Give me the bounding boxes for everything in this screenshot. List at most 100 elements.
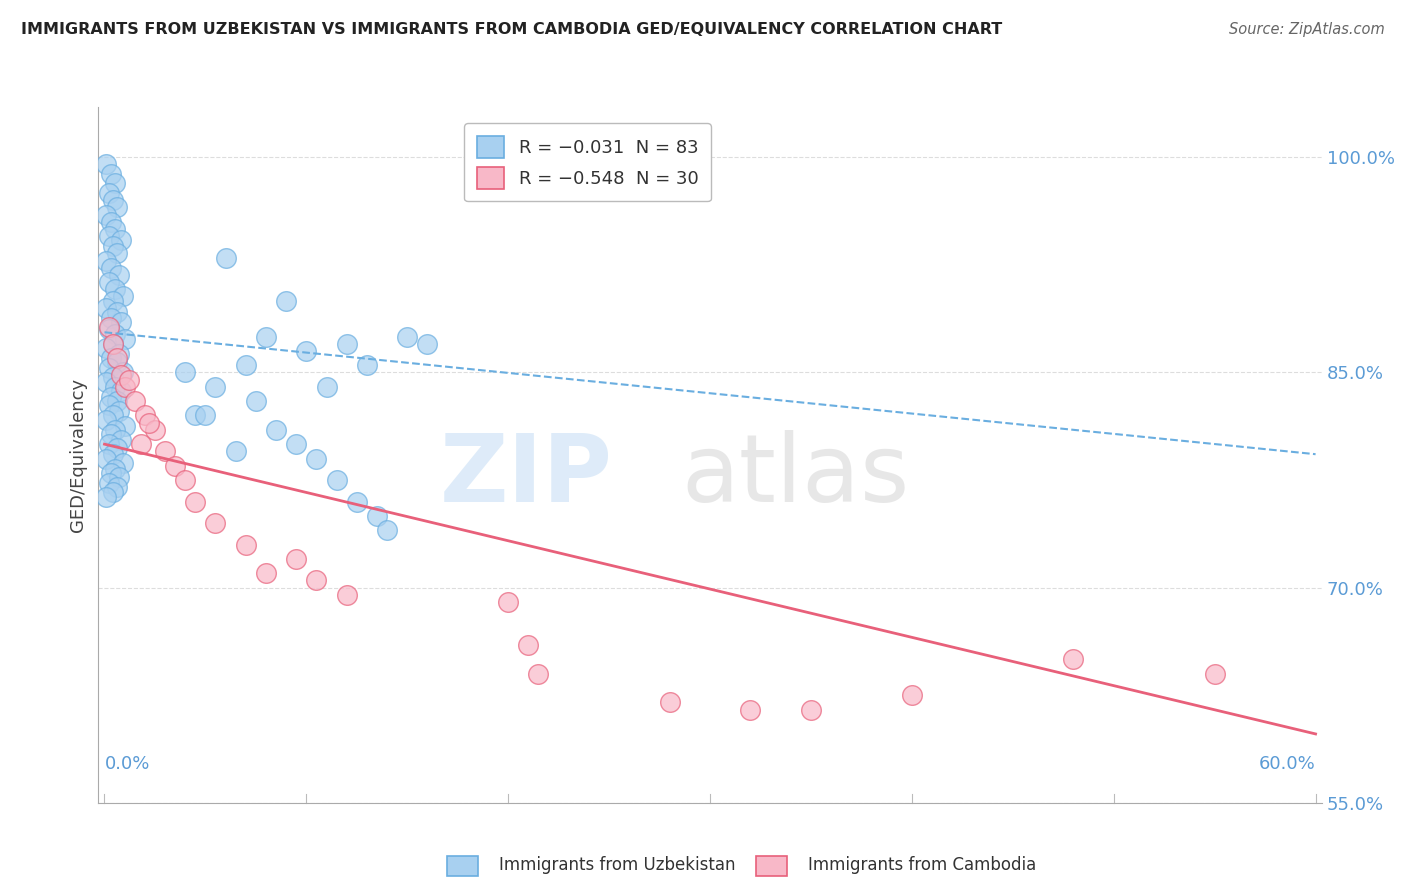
- Point: [96, 490, 118, 504]
- Point: [101, 293, 124, 308]
- Y-axis label: GED/Equivalency: GED/Equivalency: [69, 378, 87, 532]
- Point: [97, 275, 120, 289]
- Text: 0.0%: 0.0%: [104, 756, 150, 773]
- Text: Source: ZipAtlas.com: Source: ZipAtlas.com: [1229, 22, 1385, 37]
- Point: [107, 404, 129, 418]
- Point: [103, 380, 125, 394]
- Point: [165, 458, 187, 473]
- Point: [97, 186, 120, 200]
- Point: [129, 437, 152, 451]
- Point: [107, 347, 129, 361]
- Point: [97, 399, 120, 413]
- Text: IMMIGRANTS FROM UZBEKISTAN VS IMMIGRANTS FROM CAMBODIA GED/EQUIVALENCY CORRELATI: IMMIGRANTS FROM UZBEKISTAN VS IMMIGRANTS…: [21, 22, 1002, 37]
- Point: [110, 433, 132, 447]
- Point: [111, 289, 134, 303]
- Point: [97, 475, 120, 490]
- Point: [100, 215, 122, 229]
- Point: [325, 473, 347, 487]
- Point: [396, 329, 419, 343]
- Point: [107, 470, 129, 484]
- Point: [96, 341, 118, 355]
- Point: [800, 702, 823, 716]
- Point: [103, 176, 125, 190]
- Point: [107, 268, 129, 282]
- Legend: R = −0.031  N = 83, R = −0.548  N = 30: R = −0.031 N = 83, R = −0.548 N = 30: [464, 123, 711, 202]
- Point: [111, 456, 134, 470]
- Point: [96, 253, 118, 268]
- Point: [305, 574, 328, 588]
- Point: [96, 208, 118, 222]
- Point: [103, 282, 125, 296]
- Point: [245, 394, 267, 409]
- Text: atlas: atlas: [682, 430, 910, 522]
- Point: [276, 293, 298, 308]
- Point: [103, 461, 125, 475]
- Point: [134, 409, 156, 423]
- Point: [97, 319, 120, 334]
- Point: [315, 380, 337, 394]
- Point: [184, 494, 207, 508]
- Point: [96, 451, 118, 466]
- Point: [101, 484, 124, 499]
- Point: [235, 358, 257, 372]
- Point: [254, 329, 277, 343]
- Point: [184, 409, 207, 423]
- Point: [100, 351, 122, 365]
- Point: [1204, 666, 1226, 681]
- Point: [225, 444, 247, 458]
- Point: [110, 368, 132, 383]
- Text: ZIP: ZIP: [439, 430, 612, 522]
- Point: [101, 239, 124, 253]
- Point: [97, 437, 120, 451]
- Point: [101, 336, 124, 351]
- Point: [105, 480, 128, 494]
- Point: [101, 336, 124, 351]
- Point: [96, 376, 118, 390]
- Point: [100, 168, 122, 182]
- Point: [118, 373, 141, 387]
- Point: [295, 343, 318, 358]
- Point: [214, 251, 236, 265]
- Point: [101, 447, 124, 461]
- Point: [100, 260, 122, 275]
- Point: [101, 369, 124, 384]
- Point: [356, 358, 378, 372]
- Point: [375, 523, 398, 537]
- Point: [105, 355, 128, 369]
- Text: Immigrants from Uzbekistan: Immigrants from Uzbekistan: [499, 856, 735, 874]
- Point: [105, 201, 128, 215]
- Point: [111, 366, 134, 380]
- Point: [336, 336, 359, 351]
- Point: [114, 380, 136, 394]
- Point: [105, 305, 128, 319]
- Point: [110, 384, 132, 398]
- Point: [740, 702, 762, 716]
- Point: [204, 380, 226, 394]
- Point: [103, 222, 125, 236]
- Point: [114, 418, 136, 433]
- Point: [264, 423, 287, 437]
- Text: Immigrants from Cambodia: Immigrants from Cambodia: [808, 856, 1036, 874]
- Point: [110, 234, 132, 248]
- Point: [153, 444, 176, 458]
- Point: [235, 538, 257, 552]
- Point: [97, 229, 120, 244]
- Point: [143, 423, 166, 437]
- Point: [194, 409, 217, 423]
- Point: [97, 322, 120, 336]
- Point: [527, 666, 550, 681]
- Point: [103, 423, 125, 437]
- Point: [254, 566, 277, 581]
- Point: [105, 394, 128, 409]
- Point: [285, 437, 308, 451]
- Point: [100, 310, 122, 325]
- Point: [96, 157, 118, 171]
- Point: [305, 451, 328, 466]
- Point: [138, 416, 160, 430]
- Point: [100, 390, 122, 404]
- Point: [366, 508, 388, 523]
- Point: [105, 442, 128, 456]
- Point: [101, 194, 124, 208]
- Point: [336, 588, 359, 602]
- Point: [174, 473, 197, 487]
